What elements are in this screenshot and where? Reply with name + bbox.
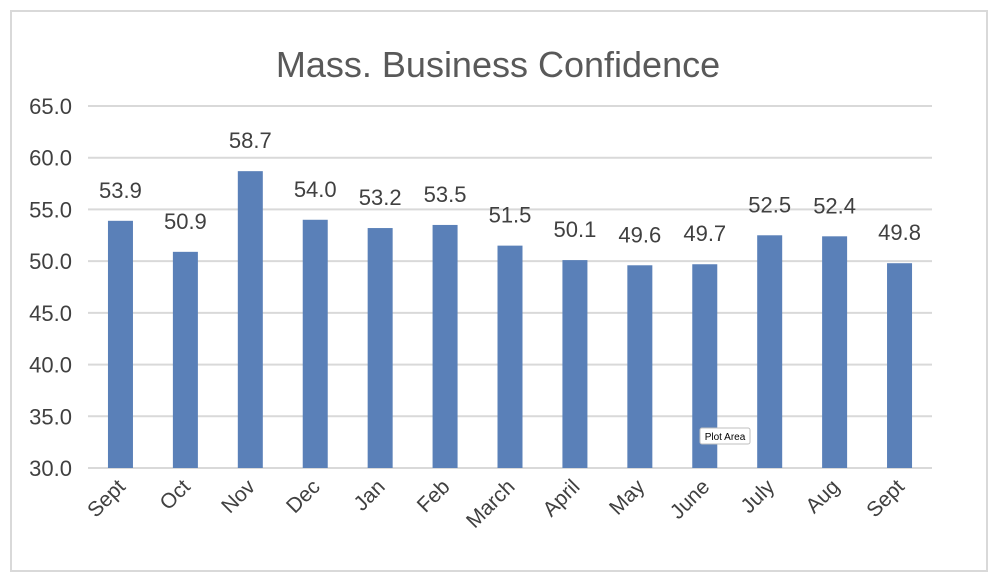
chart-title: Mass. Business Confidence (276, 44, 720, 85)
bar (172, 251, 198, 468)
data-label: 54.0 (294, 177, 337, 202)
x-axis: Sept Oct Nov Dec Jan Feb March April May June July… (83, 475, 909, 533)
y-tick-label: 35.0 (29, 404, 72, 429)
data-label: 53.5 (424, 182, 467, 207)
x-tick-label: Nov (217, 475, 260, 518)
data-label: 53.9 (99, 178, 142, 203)
bar (757, 235, 783, 468)
bar (627, 265, 653, 468)
tooltip-box (699, 427, 751, 445)
x-tick-label: May (605, 475, 650, 520)
data-label: 51.5 (489, 203, 532, 228)
x-tick-label: Feb (413, 475, 455, 517)
x-tick-label: Sept (862, 475, 909, 522)
x-tick-label: Aug (801, 475, 844, 518)
y-axis: 30.0 35.0 40.0 45.0 50.0 55.0 60.0 65.0 (29, 94, 72, 481)
y-tick-label: 65.0 (29, 94, 72, 119)
y-tick-label: 45.0 (29, 301, 72, 326)
x-tick-label: Dec (282, 475, 325, 518)
data-label: 52.5 (748, 192, 791, 217)
bar (367, 228, 393, 468)
data-label: 49.8 (878, 220, 921, 245)
bar (822, 236, 848, 468)
x-tick-label: Jan (349, 475, 389, 515)
bar (562, 260, 588, 468)
bar (887, 263, 913, 468)
bar (237, 171, 263, 468)
data-label: 53.2 (359, 185, 402, 210)
x-tick-label: July (737, 475, 780, 518)
x-tick-label: June (666, 475, 714, 523)
x-tick-label: Oct (156, 475, 195, 514)
data-label: 49.7 (683, 221, 726, 246)
data-label: 50.9 (164, 209, 207, 234)
data-label: 49.6 (618, 222, 661, 247)
bars (107, 171, 913, 468)
plot-area-tooltip: Plot Area (699, 427, 751, 445)
bar (432, 224, 458, 468)
y-tick-label: 55.0 (29, 197, 72, 222)
data-labels: 53.9 50.9 58.7 54.0 53.2 53.5 51.5 50.1 49.6 49.7… (99, 128, 921, 247)
y-tick-label: 50.0 (29, 249, 72, 274)
y-tick-label: 30.0 (29, 456, 72, 481)
x-tick-label: Sept (83, 475, 130, 522)
bar (107, 220, 133, 468)
y-tick-label: 40.0 (29, 353, 72, 378)
x-tick-label: March (462, 475, 520, 533)
data-label: 50.1 (554, 217, 597, 242)
data-label: 52.4 (813, 193, 856, 218)
y-tick-label: 60.0 (29, 146, 72, 171)
bar (302, 219, 328, 468)
x-tick-label: April (538, 475, 584, 521)
data-label: 58.7 (229, 128, 272, 153)
tooltip-text: Plot Area (705, 432, 746, 443)
bar (497, 245, 523, 468)
